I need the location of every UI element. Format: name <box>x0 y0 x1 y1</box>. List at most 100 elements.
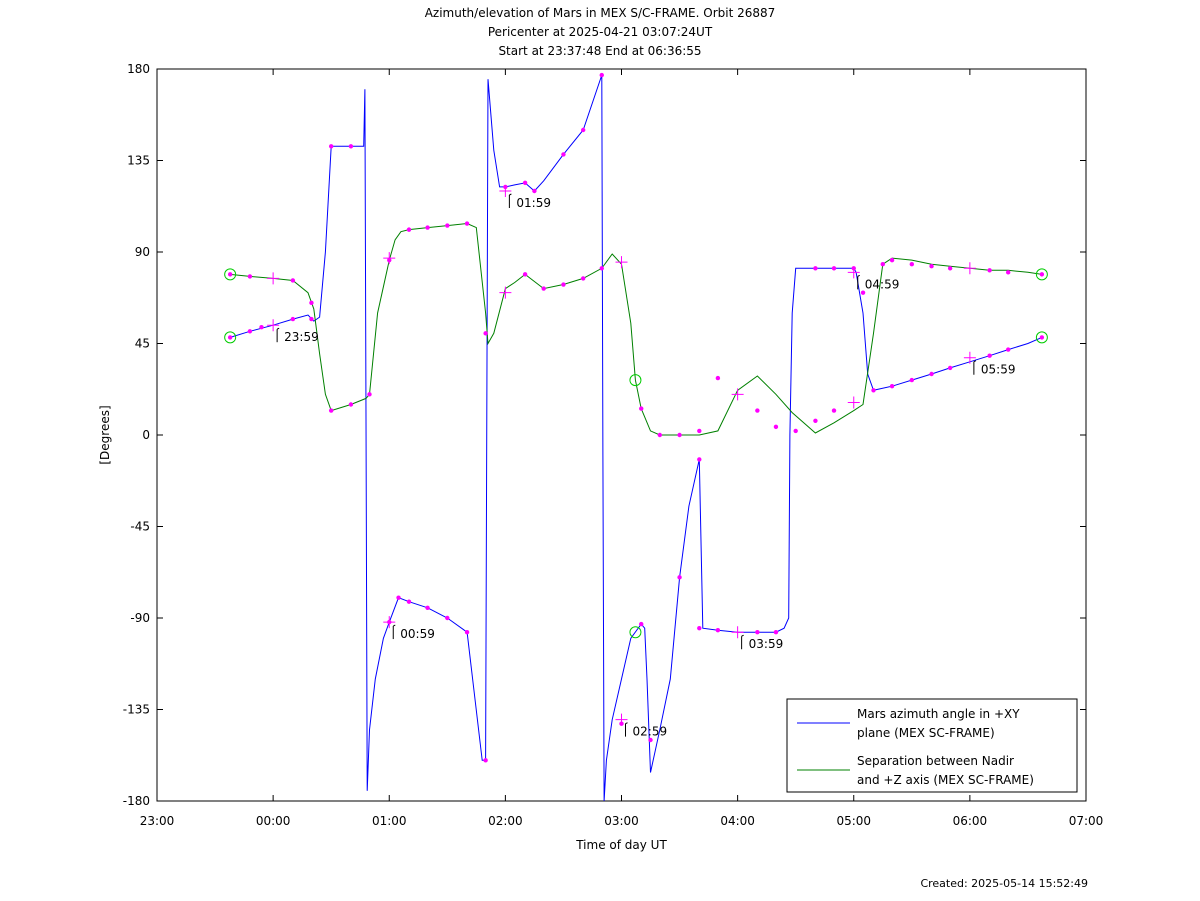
x-tick-label: 05:00 <box>836 814 871 828</box>
legend-entry-label: Mars azimuth angle in +XY <box>857 707 1020 721</box>
y-axis-label: [Degrees] <box>98 405 112 464</box>
separation-point-marker <box>464 221 470 226</box>
hour-plus-marker <box>963 351 976 364</box>
azimuth-point-marker <box>697 457 702 462</box>
time-annotation: 04:59 <box>865 277 900 291</box>
chart-title-line: Pericenter at 2025-04-21 03:07:24UT <box>488 25 713 39</box>
azimuth-point-marker <box>813 266 818 271</box>
separation-point-marker <box>831 408 837 413</box>
annotation-tick <box>857 274 860 277</box>
azimuth-point-marker <box>755 630 760 635</box>
separation-point-marker <box>639 406 644 411</box>
separation-point-marker <box>889 257 895 263</box>
azimuth-point-marker <box>227 335 233 340</box>
azimuth-point-marker <box>831 266 837 271</box>
azimuth-point-marker <box>889 384 895 389</box>
time-annotation: 01:59 <box>516 196 551 210</box>
legend-entry-label: Separation between Nadir <box>857 754 1014 768</box>
separation-point-marker <box>599 266 604 271</box>
time-annotation: 00:59 <box>400 627 435 641</box>
legend-entry-label: plane (MEX SC-FRAME) <box>857 726 995 740</box>
time-annotation: 02:59 <box>633 725 668 739</box>
separation-point-marker <box>290 278 296 283</box>
legend-box <box>786 698 1078 793</box>
hour-plus-marker <box>383 616 396 629</box>
separation-point-marker <box>580 276 586 281</box>
x-tick-label: 06:00 <box>953 814 988 828</box>
azimuth-point-marker <box>406 599 412 604</box>
x-tick-label: 01:00 <box>372 814 407 828</box>
time-annotation: 03:59 <box>749 637 784 651</box>
separation-point-marker <box>541 286 546 291</box>
azimuth-point-marker <box>929 371 934 377</box>
azimuth-point-marker <box>309 316 314 322</box>
azimuth-point-marker <box>909 377 915 383</box>
azimuth-point-marker <box>639 621 644 627</box>
azimuth-point-marker <box>773 630 779 635</box>
endpoint-circle-marker <box>629 626 642 639</box>
hour-plus-marker <box>267 319 280 332</box>
chart-title-line: Azimuth/elevation of Mars in MEX S/C-FRA… <box>425 6 776 20</box>
hour-plus-marker <box>499 286 512 299</box>
azimuth-series-line <box>230 74 1043 802</box>
annotation-tick <box>393 624 396 627</box>
azimuth-point-marker <box>425 605 430 611</box>
chart-title-line: Start at 23:37:48 End at 06:36:55 <box>498 44 701 58</box>
azimuth-point-marker <box>348 144 354 149</box>
separation-point-marker <box>367 392 372 397</box>
x-tick-label: 04:00 <box>720 814 755 828</box>
endpoint-circle-marker <box>224 268 237 281</box>
azimuth-point-marker <box>483 758 488 763</box>
hour-plus-marker <box>731 388 744 401</box>
time-annotation: 23:59 <box>284 330 319 344</box>
annotation-tick <box>741 634 744 637</box>
endpoint-circle-marker <box>629 374 642 387</box>
separation-point-marker <box>755 408 760 413</box>
hour-plus-marker <box>383 252 396 265</box>
y-tick-label: 180 <box>127 62 150 76</box>
endpoint-circle-marker <box>224 331 237 344</box>
y-tick-label: 90 <box>135 245 150 259</box>
hour-plus-marker <box>847 266 860 279</box>
legend: Mars azimuth angle in +XY plane (MEX SC-F… <box>786 698 1078 793</box>
y-tick-label: 0 <box>142 428 150 442</box>
separation-point-marker <box>309 300 314 306</box>
y-tick-label: 45 <box>135 337 150 351</box>
hour-plus-marker <box>963 262 976 275</box>
separation-point-marker <box>1039 272 1045 277</box>
hour-plus-marker <box>615 256 628 269</box>
separation-point-marker <box>657 432 663 438</box>
x-tick-label: 00:00 <box>256 814 291 828</box>
hour-plus-marker <box>267 272 280 285</box>
azimuth-point-marker <box>580 127 586 133</box>
hour-plus-marker <box>499 185 512 197</box>
separation-point-marker <box>880 262 885 267</box>
hour-plus-marker <box>615 713 628 726</box>
y-tick-label: -45 <box>130 520 150 534</box>
created-timestamp: Created: 2025-05-14 15:52:49 <box>920 877 1088 890</box>
separation-point-marker <box>247 274 253 279</box>
x-tick-label: 02:00 <box>488 814 523 828</box>
azimuth-point-marker <box>1039 335 1045 340</box>
separation-point-marker <box>987 268 992 273</box>
separation-point-marker <box>328 408 334 413</box>
annotation-tick <box>509 193 512 196</box>
azimuth-point-marker <box>987 353 992 358</box>
azimuth-point-marker <box>871 388 876 393</box>
separation-series-line <box>230 222 1042 436</box>
x-tick-label: 23:00 <box>140 814 175 828</box>
x-tick-label: 07:00 <box>1069 814 1104 828</box>
azimuth-point-marker <box>247 329 253 334</box>
azimuth-point-marker <box>715 628 721 633</box>
hour-plus-marker <box>731 626 744 639</box>
azimuth-point-marker <box>532 188 537 194</box>
y-tick-label: 135 <box>127 154 150 168</box>
azimuth-point-marker <box>677 575 682 580</box>
azimuth-point-marker <box>464 630 470 635</box>
separation-point-marker <box>425 225 430 230</box>
annotation-tick <box>973 360 977 363</box>
hour-plus-marker <box>847 396 860 409</box>
legend-entry-label: and +Z axis (MEX SC-FRAME) <box>857 773 1034 787</box>
separation-point-marker <box>1005 270 1011 275</box>
